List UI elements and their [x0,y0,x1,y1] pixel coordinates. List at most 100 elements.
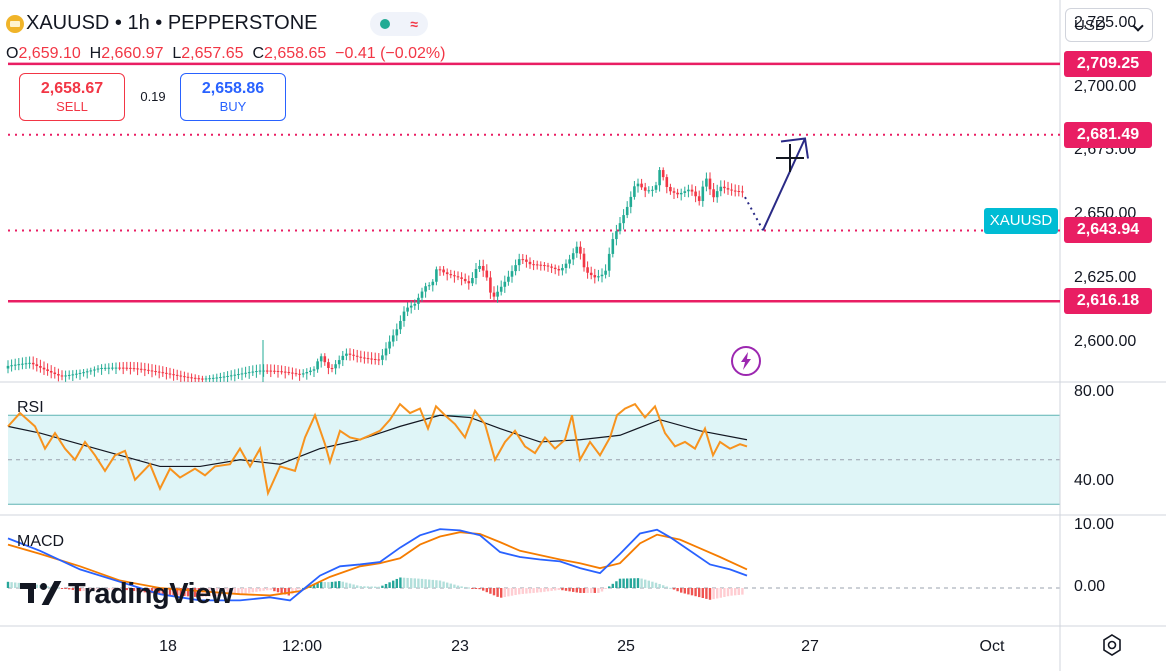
macd-histogram-bar [410,578,413,588]
low-value: 2,657.65 [181,45,244,62]
macd-label[interactable]: MACD [17,533,65,550]
low-key: L [172,45,182,62]
wave-icon: ≈ [410,16,418,32]
candle-body [316,361,319,370]
projection-arrowhead [780,137,809,159]
candle-body [24,363,28,365]
macd-histogram-bar [330,581,334,588]
high-value: 2,660.97 [101,45,164,62]
macd-histogram-bar [158,588,161,595]
macd-histogram-bar [384,583,388,588]
candle-body [489,277,492,293]
tradingview-logo[interactable]: TradingView [20,576,265,612]
candle-body [723,186,726,189]
candle-body [604,270,607,275]
macd-histogram-bar [438,580,442,588]
macd-histogram-bar [737,588,740,595]
sell-label: SELL [56,99,88,114]
candle-body [665,177,669,187]
macd-histogram-bar [230,588,233,595]
macd-histogram-bar [662,585,665,588]
macd-histogram-bar [233,588,236,595]
candle-body [561,267,564,271]
candle-body [237,374,240,376]
macd-histogram-bar [644,579,647,588]
macd-histogram-bar [741,588,744,595]
candle-body [453,275,456,277]
market-status-pills[interactable]: ≈ [370,12,428,36]
macd-histogram-bar [129,588,132,591]
macd-histogram-bar [680,588,683,593]
macd-histogram-bar [500,588,503,598]
macd-histogram-bar [338,581,341,588]
macd-histogram-bar [341,581,344,588]
candle-body [309,370,312,373]
candle-body [82,372,85,374]
macd-histogram-bar [705,588,708,599]
x-tick-label: 25 [617,638,635,655]
candle-body [96,368,100,370]
candle-body [543,265,546,267]
macd-histogram-bar [114,588,118,590]
macd-histogram-bar [701,588,704,598]
macd-histogram-bar [730,588,733,596]
candle-body [600,274,604,277]
macd-histogram-bar [496,588,499,597]
candle-body [618,223,622,232]
macd-histogram-bar [431,579,434,588]
macd-histogram-bar [525,588,528,594]
macd-histogram-bar [377,586,380,588]
macd-histogram-bar [323,582,326,588]
change-value: −0.41 (−0.02%) [335,45,446,62]
candle-body [697,196,701,202]
candle-body [438,269,442,271]
candle-body [399,320,402,330]
macd-histogram-bar [17,582,20,588]
currency-select[interactable]: USD [1065,8,1153,42]
candle-body [283,371,287,373]
price-tick-label: 2,725.00 [1074,13,1137,31]
macd-histogram-bar [590,588,593,593]
rsi-label[interactable]: RSI [17,399,44,416]
macd-histogram-bar [536,588,539,593]
candle-body [485,270,489,278]
currency-value: USD [1074,17,1106,34]
lightning-event-icon[interactable] [731,346,761,376]
macd-histogram-bar [622,578,625,588]
candle-body [676,192,679,195]
macd-histogram-bar [118,588,121,590]
candle-body [125,367,129,369]
candle-body [575,246,579,254]
macd-histogram-bar [284,588,287,595]
macd-histogram-bar [93,588,96,591]
symbol-title[interactable]: XAUUSD • 1h • PEPPERSTONE [26,12,318,34]
chart-settings-icon[interactable] [1100,633,1124,657]
candle-body [201,378,204,380]
candle-body [107,367,111,369]
candle-body [535,264,539,266]
macd-histogram-bar [96,588,100,591]
buy-price: 2,658.86 [201,80,265,97]
macd-histogram-bar [294,588,298,592]
macd-histogram-bar [269,588,272,591]
candle-body [474,268,478,278]
symbol-price-tag: XAUUSD [984,208,1058,234]
candle-body [741,191,744,193]
macd-histogram-bar [435,580,438,588]
candle-body [669,186,672,192]
macd-histogram-bar [197,588,200,598]
macd-histogram-bar [608,586,611,588]
sell-button[interactable]: 2,658.67 SELL [19,73,125,121]
macd-histogram-bar [428,579,431,588]
candle-body [204,378,208,380]
candle-body [21,363,24,365]
candle-body [629,196,633,207]
candle-body [442,269,445,273]
candle-body [17,364,21,366]
macd-histogram-bar [111,588,114,590]
candle-body [694,191,697,197]
candle-body [334,364,337,369]
buy-button[interactable]: 2,658.86 BUY [180,73,286,121]
macd-histogram-bar [402,577,406,588]
